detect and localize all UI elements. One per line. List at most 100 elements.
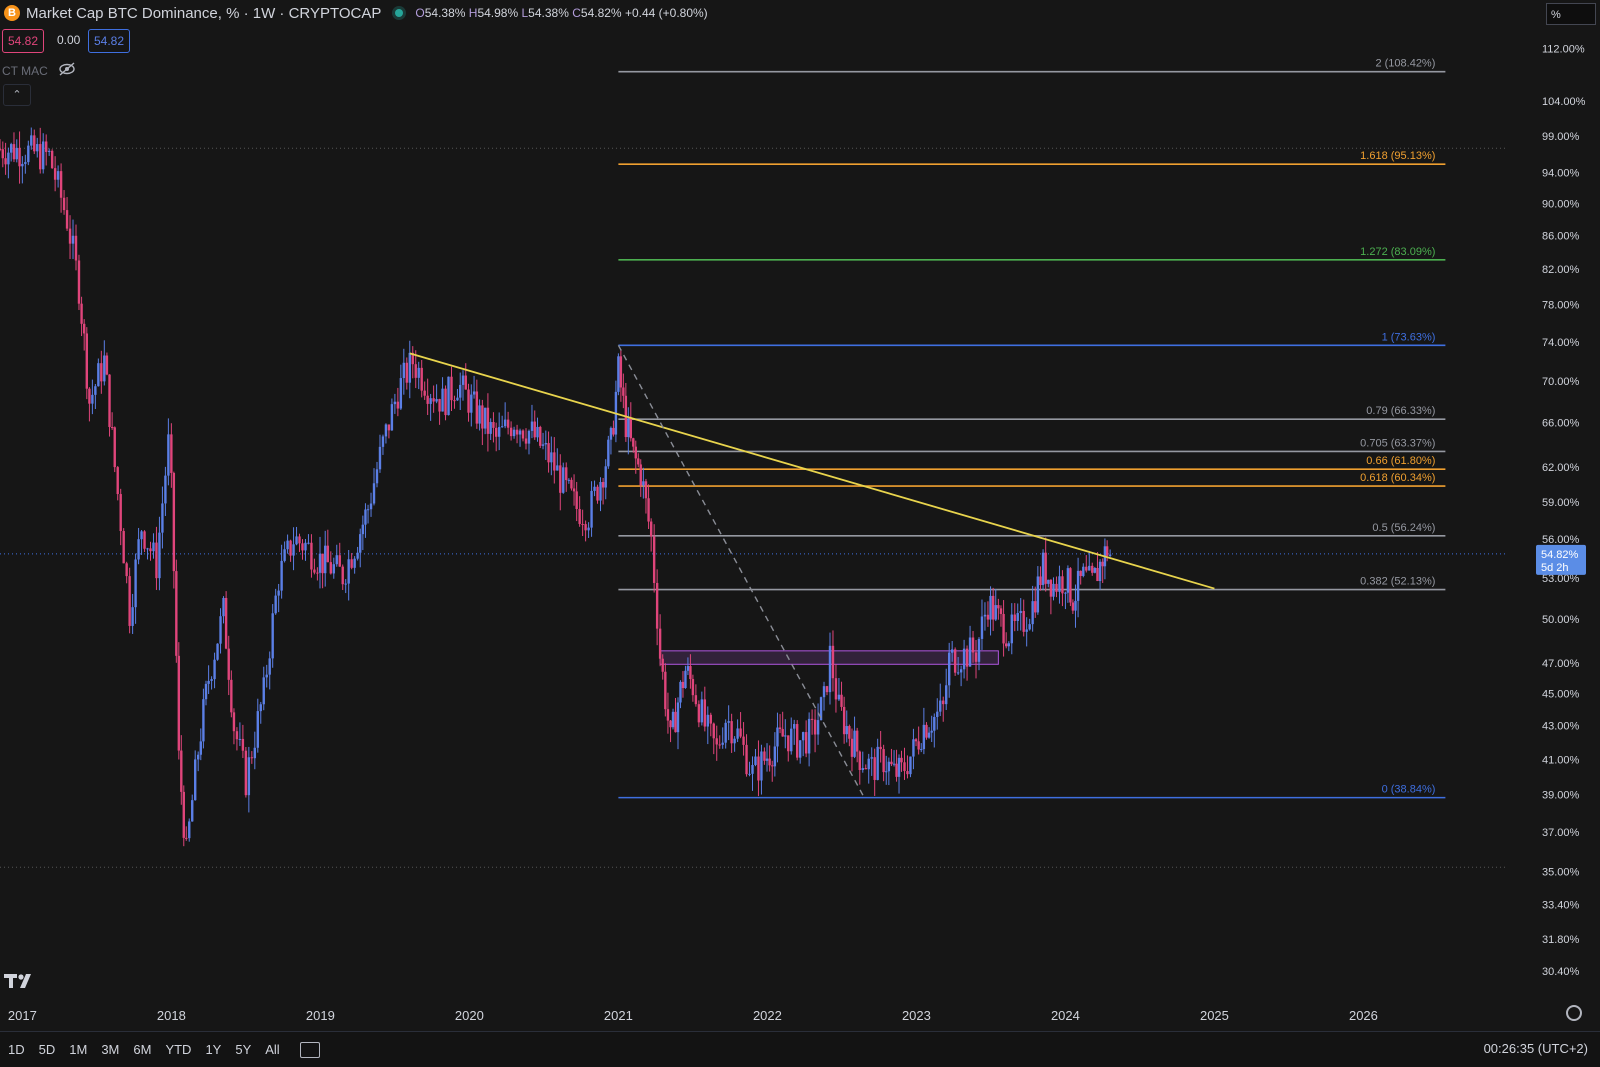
candle-body xyxy=(1004,643,1008,647)
candle-body xyxy=(170,434,173,473)
price-scale-unit[interactable]: % xyxy=(1546,3,1596,25)
candle-body xyxy=(983,614,987,617)
timeframe-button[interactable]: 3M xyxy=(101,1042,120,1057)
x-tick-label: 2024 xyxy=(1051,1008,1080,1023)
candle-body xyxy=(250,757,254,759)
candle-body xyxy=(56,171,60,180)
candle-body xyxy=(411,352,414,365)
candle-body xyxy=(393,401,397,405)
candle-body xyxy=(164,475,167,504)
candle-body xyxy=(547,443,550,463)
candle-body xyxy=(149,548,152,552)
timeframe-button[interactable]: 5Y xyxy=(235,1042,252,1057)
fib-level-label: 1.272 (83.09%) xyxy=(1360,246,1435,258)
candle-body xyxy=(831,645,835,679)
indicator-name[interactable]: CT MAC xyxy=(2,63,48,78)
candle-body xyxy=(917,741,920,750)
fib-level-label: 0.705 (63.37%) xyxy=(1360,437,1435,449)
candle-body xyxy=(819,697,823,721)
candle-body xyxy=(399,378,403,409)
candle-body xyxy=(892,763,896,765)
candle-body xyxy=(177,655,181,751)
timezone-clock[interactable]: 00:26:35 (UTC+2) xyxy=(1483,1041,1588,1056)
candle-body xyxy=(895,763,898,777)
candle-body xyxy=(765,758,769,761)
candle-body xyxy=(210,679,213,681)
candle-body xyxy=(997,605,1000,609)
candle-body xyxy=(1096,567,1099,582)
y-tick-label: 43.00% xyxy=(1542,721,1580,733)
timeframe-button[interactable]: 5D xyxy=(38,1042,56,1057)
candle-body xyxy=(619,356,623,388)
candle-body xyxy=(222,597,225,617)
timeframe-button[interactable]: 6M xyxy=(133,1042,152,1057)
candle-body xyxy=(21,163,24,167)
fib-level-label: 0.382 (52.13%) xyxy=(1360,576,1435,588)
timeframe-button[interactable]: YTD xyxy=(165,1042,192,1057)
candle-body xyxy=(313,569,316,573)
fib-anchor-line[interactable] xyxy=(617,344,865,798)
candle-body xyxy=(4,158,7,165)
candle-body xyxy=(627,418,630,438)
descending-trendline[interactable] xyxy=(409,352,1215,590)
candle-body xyxy=(108,374,111,427)
candle-body xyxy=(858,751,861,771)
y-tick-label: 66.00% xyxy=(1542,418,1580,430)
candle-body xyxy=(671,711,675,728)
chart-background xyxy=(0,0,1600,1030)
open-label: O xyxy=(415,6,425,20)
candle-body xyxy=(292,544,295,556)
candle-body xyxy=(353,558,356,568)
sell-price-button[interactable]: 54.82 xyxy=(2,29,45,53)
candle-body xyxy=(143,531,146,549)
candle-body xyxy=(870,757,873,759)
x-tick-label: 2022 xyxy=(753,1008,782,1023)
candle-body xyxy=(1013,614,1016,621)
candle-body xyxy=(152,542,155,552)
candle-body xyxy=(533,421,536,438)
candle-body xyxy=(500,426,504,428)
bottom-toolbar: 1D 5D 1M 3M 6M YTD 1Y 5Y All 00:26:35 (UTC+2) xyxy=(0,1031,1600,1067)
candle-body xyxy=(933,717,936,731)
buy-price-button[interactable]: 54.82 xyxy=(88,29,131,53)
candle-body xyxy=(230,679,233,713)
candle-body xyxy=(88,388,91,404)
candle-body xyxy=(801,732,805,741)
candle-body xyxy=(700,699,704,723)
candle-body xyxy=(489,422,492,434)
y-tick-label: 78.00% xyxy=(1542,300,1580,312)
candle-body xyxy=(1093,567,1097,573)
symbol-title[interactable]: Market Cap BTC Dominance, % · 1W · CRYPT… xyxy=(26,4,382,22)
eye-hidden-icon[interactable] xyxy=(58,62,76,79)
timeframe-button[interactable]: 1D xyxy=(8,1042,25,1057)
candle-body xyxy=(146,548,149,550)
candle-body xyxy=(238,738,242,740)
candle-body xyxy=(512,429,516,437)
candle-body xyxy=(604,466,607,488)
candle-body xyxy=(822,686,826,698)
timeframe-button[interactable]: All xyxy=(265,1042,280,1057)
candle-body xyxy=(922,724,926,750)
candle-body xyxy=(268,658,271,675)
candle-body xyxy=(432,398,435,402)
change-value: +0.44 (+0.80%) xyxy=(624,6,708,20)
candle-body xyxy=(718,744,721,746)
candle-body xyxy=(161,503,164,533)
candle-body xyxy=(53,168,57,180)
candle-body xyxy=(965,648,969,667)
collapse-legend-button[interactable]: ⌃ xyxy=(3,84,31,106)
candle-body xyxy=(122,531,125,564)
candle-body xyxy=(920,749,923,751)
timeframe-button[interactable]: 1M xyxy=(69,1042,88,1057)
low-value: 54.38% xyxy=(528,6,569,20)
price-chart[interactable]: 2 (108.42%) 1.618 (95.13%) 1.272 (83.09%) 1… xyxy=(0,0,1600,1030)
candle-body xyxy=(316,572,319,574)
chart-settings-gear-icon[interactable] xyxy=(1566,1005,1582,1021)
x-tick-label: 2026 xyxy=(1349,1008,1378,1023)
candle-body xyxy=(429,398,432,404)
candle-body xyxy=(1044,552,1047,584)
calendar-range-icon[interactable] xyxy=(299,1041,320,1058)
timeframe-button[interactable]: 1Y xyxy=(205,1042,222,1057)
candle-body xyxy=(1091,565,1094,573)
candle-body xyxy=(298,536,301,544)
